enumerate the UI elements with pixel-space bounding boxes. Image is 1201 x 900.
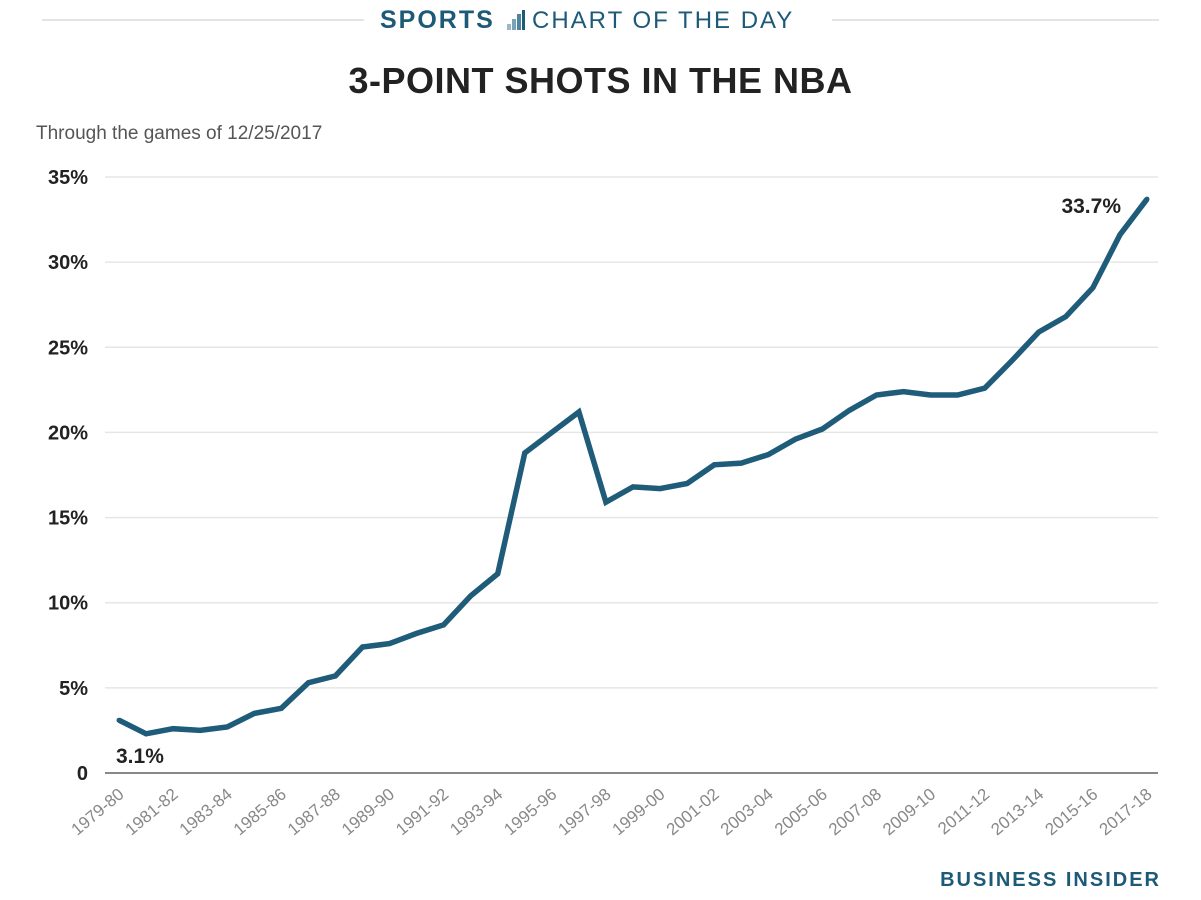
y-tick-label: 0 — [77, 763, 88, 785]
data-point — [1009, 358, 1015, 364]
business-insider-logo: BUSINESS INSIDER — [940, 869, 1161, 891]
data-point — [495, 571, 501, 577]
data-point — [251, 710, 257, 716]
chart-subtitle: Through the games of 12/25/2017 — [36, 123, 323, 144]
data-point — [170, 726, 176, 732]
data-point — [901, 389, 907, 395]
data-point — [116, 717, 122, 723]
gridlines — [105, 176, 1158, 774]
data-point — [684, 481, 690, 487]
data-point — [197, 727, 203, 733]
x-tick-label: 1983-84 — [176, 785, 236, 840]
x-tick-label: 2011-12 — [934, 785, 993, 839]
data-point — [468, 593, 474, 599]
data-labels: 3.1% 33.7% — [116, 195, 1121, 768]
data-point — [1117, 232, 1123, 238]
y-tick-label: 25% — [48, 337, 88, 359]
x-tick-label: 2005-06 — [771, 785, 831, 840]
x-tick-label: 2001-02 — [663, 785, 723, 840]
y-tick-label: 10% — [48, 593, 88, 615]
banner-rule-left — [42, 19, 364, 21]
x-tick-label: 1997-98 — [555, 785, 615, 840]
data-point — [792, 436, 798, 442]
chart-title: 3-POINT SHOTS IN THE NBA — [348, 60, 853, 101]
data-point — [630, 484, 636, 490]
data-point — [387, 641, 393, 647]
data-point — [982, 385, 988, 391]
x-tick-label: 2009-10 — [879, 785, 939, 840]
x-axis-ticks: 1979-801981-821983-841985-861987-881989-… — [68, 785, 1156, 840]
series-layer — [116, 196, 1150, 737]
data-label: 3.1% — [116, 745, 164, 768]
data-point — [1063, 314, 1069, 320]
y-axis-ticks: 0 5% 10% 15% 20% 25% 30% 35% — [48, 167, 88, 785]
x-tick-label: 1999-00 — [609, 785, 669, 840]
x-tick-label: 2017-18 — [1096, 785, 1156, 840]
x-tick-label: 2007-08 — [825, 785, 885, 840]
y-tick-label: 20% — [48, 422, 88, 444]
data-point — [414, 630, 420, 636]
banner-series-label: CHART OF THE DAY — [532, 7, 795, 34]
data-point — [955, 392, 961, 398]
data-point — [441, 622, 447, 628]
data-point — [224, 724, 230, 730]
y-tick-label: 35% — [48, 167, 88, 189]
data-point — [332, 673, 338, 679]
bar-chart-icon — [507, 10, 525, 30]
banner-rule-right — [832, 19, 1159, 21]
y-tick-label: 30% — [48, 252, 88, 274]
data-point — [873, 392, 879, 398]
x-tick-label: 1995-96 — [500, 785, 560, 840]
x-tick-label: 1981-82 — [122, 785, 182, 840]
data-point — [846, 407, 852, 413]
data-point — [359, 644, 365, 650]
x-tick-label: 1991-92 — [392, 785, 452, 840]
data-point — [305, 680, 311, 686]
data-point — [522, 450, 528, 456]
x-tick-label: 2003-04 — [717, 785, 777, 840]
series-line — [117, 197, 1150, 737]
data-point — [819, 426, 825, 432]
data-point — [143, 731, 149, 737]
data-point — [576, 409, 582, 415]
x-tick-label: 2015-16 — [1041, 785, 1101, 840]
data-point — [1036, 329, 1042, 335]
data-point — [1144, 196, 1150, 202]
x-tick-label: 1979-80 — [68, 785, 128, 840]
data-point — [657, 486, 663, 492]
data-point — [278, 705, 284, 711]
y-tick-label: 5% — [59, 678, 88, 700]
data-point — [603, 499, 609, 505]
data-point — [1090, 285, 1096, 291]
data-point — [738, 460, 744, 466]
data-point — [549, 429, 555, 435]
banner-section-label: SPORTS — [380, 6, 495, 34]
x-tick-label: 1989-90 — [338, 785, 398, 840]
data-point — [711, 462, 717, 468]
x-tick-label: 2013-14 — [987, 785, 1047, 840]
x-tick-label: 1993-94 — [446, 785, 506, 840]
data-point — [928, 392, 934, 398]
y-tick-label: 15% — [48, 508, 88, 530]
x-tick-label: 1985-86 — [230, 785, 290, 840]
x-tick-label: 1987-88 — [284, 785, 344, 840]
data-point — [765, 452, 771, 458]
chart-of-the-day-banner: SPORTS CHART OF THE DAY — [0, 0, 1201, 40]
data-label: 33.7% — [1061, 195, 1121, 218]
